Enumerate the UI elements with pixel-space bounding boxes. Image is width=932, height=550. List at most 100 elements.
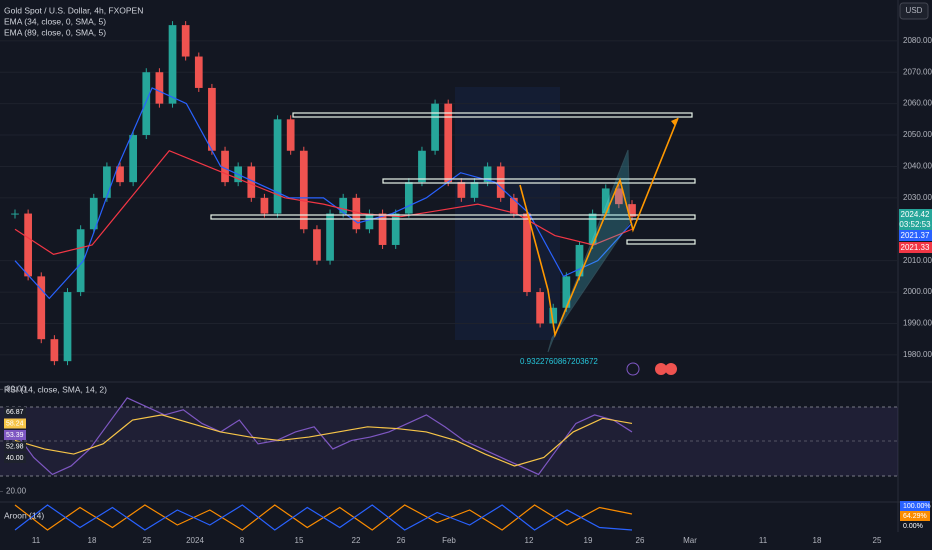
candle [63,292,72,362]
value-tag-label: 66.87 [6,409,24,416]
zone [210,214,696,220]
candle [181,25,190,57]
price-tag [899,230,932,241]
x-tick-label: 25 [143,536,152,545]
candle [378,213,387,245]
value-tag-label: 52.98 [6,443,24,450]
zones [210,112,696,245]
y-tick-label: 2080.00 [903,36,932,45]
candle [536,292,544,324]
x-tick-label: 26 [636,536,645,545]
candle [470,182,479,198]
candle [391,213,400,245]
x-tick-label: 22 [352,536,361,545]
candle [628,204,636,217]
symbol-title: Gold Spot / U.S. Dollar, 4h, FXOPEN [4,5,143,15]
candle [103,166,111,198]
candle [247,166,256,198]
price-tag [899,242,932,253]
y-tick-label: 2010.00 [903,256,932,265]
x-tick-label: Mar [683,536,697,545]
x-tick-label: 2024 [186,536,204,545]
value-tag [900,511,930,521]
value-tag [900,501,930,511]
value-tag-label: 0.00% [903,523,923,530]
x-tick-label: Feb [442,536,456,545]
y-tick-label: 2050.00 [903,130,932,139]
value-tag [4,430,26,440]
event-icon[interactable] [665,363,677,375]
series-line [14,414,633,467]
candle [168,25,177,104]
event-icon[interactable] [655,363,667,375]
rsi-band [0,407,898,476]
countdown: 03:52:53 [899,220,931,229]
ema89-price: 2021.33 [901,243,930,252]
value-tag-label: 53.39 [6,432,24,439]
x-tick-label: 25 [873,536,882,545]
candle [11,213,19,215]
y-tick-label: 2060.00 [903,99,932,108]
ema-legend: EMA (89, close, 0, SMA, 5) [4,27,106,37]
candle [575,244,584,277]
candle [313,229,321,261]
candle [89,197,98,230]
x-tick-label: 11 [32,536,41,545]
candle [273,119,282,214]
candle [352,197,361,230]
x-tick-label: 19 [584,536,593,545]
value-tag [4,453,26,463]
value-tag-label: 40.00 [6,455,24,462]
value-tag [4,441,26,452]
zone [382,178,696,184]
candle [549,307,558,324]
y-tick-label: 20.00 [6,487,27,496]
y-tick-label: 2030.00 [903,193,932,202]
candle [588,213,597,245]
candle [142,72,151,136]
candle [76,229,85,293]
x-tick-label: 15 [295,536,304,545]
y-tick-label: 2040.00 [903,162,932,171]
series-line [14,87,633,300]
candle [496,166,505,198]
value-tag-label: 100.00% [903,503,931,510]
x-tick-label: 26 [397,536,406,545]
candle [50,339,59,362]
value-tag [4,407,26,417]
ema34-price: 2021.37 [901,231,930,240]
candle [326,213,334,261]
candle [129,135,138,183]
zone [626,239,696,245]
y-tick-label: 80.00 [6,385,27,394]
rsi-title: RSI (14, close, SMA, 14, 2) [4,384,107,394]
y-tick-label: 1990.00 [903,319,932,328]
candle [365,213,374,230]
y-tick-label: 2070.00 [903,67,932,76]
value-tag-label: 58.24 [6,420,24,427]
value-tag-label: 64.29% [903,513,927,520]
candle [260,197,269,214]
candle [339,197,348,214]
x-tick-label: 11 [759,536,768,545]
last-price: 2024.42 [901,210,930,219]
x-tick-label: 18 [813,536,822,545]
candle [431,103,439,151]
event-icon[interactable] [626,362,640,376]
candle [615,188,623,205]
candle [286,119,295,151]
y-tick-label: 1980.00 [903,350,932,359]
currency[interactable]: USD [906,6,923,15]
candle [509,197,518,214]
candle [404,182,413,214]
x-tick-label: 8 [240,536,245,545]
x-tick-label: 18 [88,536,97,545]
candle [194,56,203,88]
candle [37,276,46,340]
currency-button[interactable] [899,2,929,20]
zone [292,112,693,118]
candle [208,87,216,151]
arrow-head [671,118,678,126]
